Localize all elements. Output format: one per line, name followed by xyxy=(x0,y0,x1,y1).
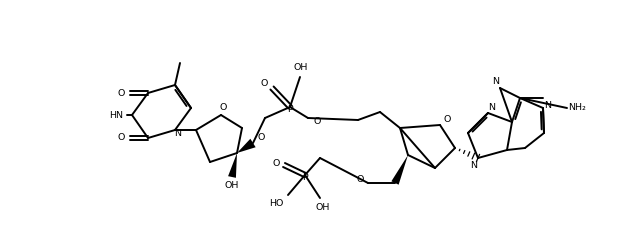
Text: HN: HN xyxy=(109,112,123,120)
Text: OH: OH xyxy=(225,182,239,191)
Text: N: N xyxy=(175,130,181,139)
Text: O: O xyxy=(118,88,124,98)
Text: O: O xyxy=(219,104,227,112)
Text: OH: OH xyxy=(316,202,330,212)
Polygon shape xyxy=(237,139,256,153)
Text: O: O xyxy=(272,158,280,167)
Text: N: N xyxy=(488,103,495,112)
Text: P: P xyxy=(287,104,293,114)
Text: O: O xyxy=(443,115,451,125)
Text: O: O xyxy=(261,79,267,88)
Polygon shape xyxy=(228,153,237,178)
Text: O: O xyxy=(313,117,321,125)
Text: N: N xyxy=(545,101,552,109)
Text: O: O xyxy=(258,134,265,142)
Text: O: O xyxy=(357,174,364,183)
Text: P: P xyxy=(302,172,308,182)
Text: N: N xyxy=(493,76,500,85)
Text: OH: OH xyxy=(294,63,308,73)
Polygon shape xyxy=(391,155,408,185)
Text: O: O xyxy=(118,134,124,142)
Text: N: N xyxy=(470,161,477,171)
Text: HO: HO xyxy=(269,199,283,207)
Text: NH₂: NH₂ xyxy=(568,104,586,112)
